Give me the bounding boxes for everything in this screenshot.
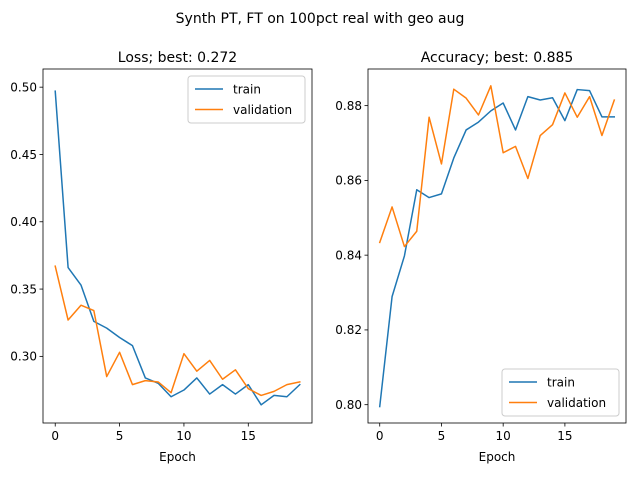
loss-validation-line: [54, 265, 301, 397]
loss-x-tick-label: 5: [116, 429, 124, 443]
accuracy-legend-label-validation: validation: [547, 396, 606, 410]
loss-y-tick-label: 0.45: [10, 148, 37, 162]
loss-y-tick-label: 0.40: [10, 215, 37, 229]
accuracy-y-tick-label: 0.80: [335, 398, 362, 412]
loss-x-tick-label: 10: [176, 429, 191, 443]
accuracy-x-tick-label: 15: [557, 429, 572, 443]
loss-y-tick-label: 0.30: [10, 350, 37, 364]
accuracy-panel: Accuracy; best: 0.885 0 5 10 15 0.80 0.82 0.84 0…: [335, 50, 627, 464]
loss-legend-label-validation: validation: [233, 103, 292, 117]
loss-x-tick-label: 15: [241, 429, 256, 443]
accuracy-y-tick-label: 0.84: [335, 248, 362, 262]
accuracy-train-line: [378, 88, 616, 408]
accuracy-validation-line: [378, 85, 616, 248]
accuracy-legend: [501, 368, 620, 417]
figure-title: Synth PT, FT on 100pct real with geo aug: [176, 11, 465, 27]
accuracy-legend-label-train: train: [547, 375, 575, 389]
accuracy-y-tick-label: 0.86: [335, 174, 362, 188]
loss-legend: [187, 75, 306, 124]
loss-y-tick-label: 0.35: [10, 282, 37, 296]
accuracy-x-tick-label: 5: [438, 429, 446, 443]
loss-x-axis-label: Epoch: [159, 450, 196, 464]
accuracy-chart-title: Accuracy; best: 0.885: [421, 50, 574, 66]
accuracy-x-tick-label: 10: [496, 429, 511, 443]
loss-chart-title: Loss; best: 0.272: [118, 50, 237, 66]
accuracy-y-tick-label: 0.82: [335, 323, 362, 337]
accuracy-y-tick-label: 0.88: [335, 99, 362, 113]
loss-y-tick-label: 0.50: [10, 80, 37, 94]
loss-plot-frame: [42, 68, 313, 424]
accuracy-x-axis-label: Epoch: [479, 450, 516, 464]
loss-x-tick-label: 0: [51, 429, 59, 443]
loss-legend-label-train: train: [233, 82, 261, 96]
accuracy-plot-frame: [367, 68, 627, 424]
accuracy-x-tick-label: 0: [376, 429, 384, 443]
loss-panel: Loss; best: 0.272 0 5 10 15 0.30 0.35 0.40 0.45 0…: [10, 50, 313, 464]
